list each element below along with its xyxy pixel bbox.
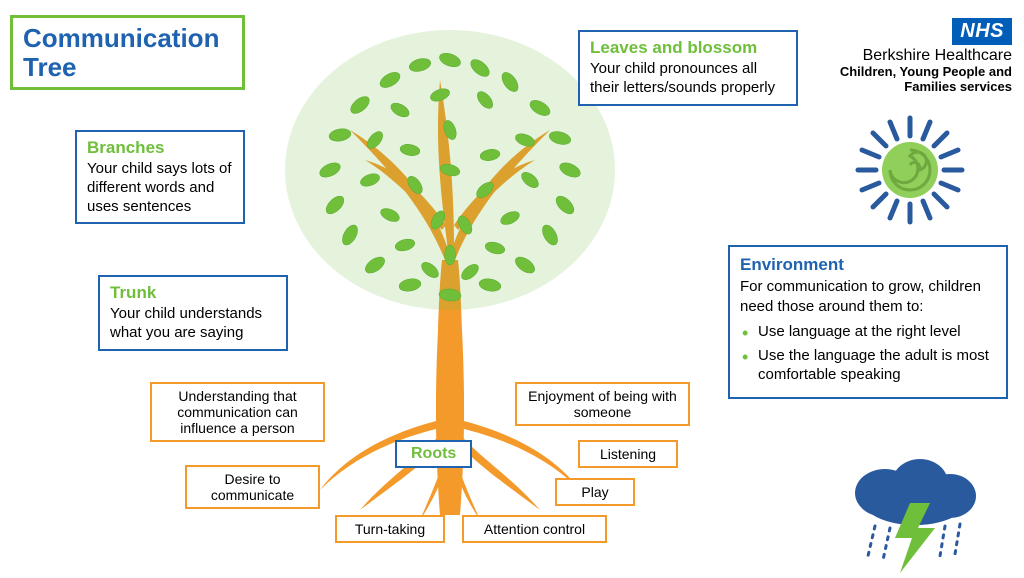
branches-box: Branches Your child says lots of differe… bbox=[75, 130, 245, 224]
trunk-heading: Trunk bbox=[110, 283, 276, 303]
logo-service: Children, Young People and Families serv… bbox=[812, 65, 1012, 95]
leaves-heading: Leaves and blossom bbox=[590, 38, 786, 58]
trunk-box: Trunk Your child understands what you ar… bbox=[98, 275, 288, 351]
environment-heading: Environment bbox=[740, 255, 996, 275]
environment-list: Use language at the right level Use the … bbox=[740, 322, 996, 385]
nhs-logo: NHS Berkshire Healthcare Children, Young… bbox=[812, 18, 1012, 95]
storm-cloud-icon bbox=[840, 448, 990, 578]
environment-body: For communication to grow, children need… bbox=[740, 277, 996, 316]
trunk-body: Your child understands what you are sayi… bbox=[110, 305, 276, 343]
root-play: Play bbox=[555, 478, 635, 506]
branches-heading: Branches bbox=[87, 138, 233, 158]
page-title: Communication Tree bbox=[10, 15, 245, 90]
environment-item: Use the language the adult is most comfo… bbox=[740, 346, 996, 385]
root-enjoy: Enjoyment of being with someone bbox=[515, 382, 690, 426]
roots-label: Roots bbox=[395, 440, 472, 468]
sun-icon bbox=[850, 110, 970, 230]
nhs-badge: NHS bbox=[952, 18, 1012, 45]
leaves-box: Leaves and blossom Your child pronounces… bbox=[578, 30, 798, 106]
root-turn: Turn-taking bbox=[335, 515, 445, 543]
logo-org: Berkshire Healthcare bbox=[812, 47, 1012, 65]
branches-body: Your child says lots of different words … bbox=[87, 160, 233, 216]
root-listening: Listening bbox=[578, 440, 678, 468]
environment-box: Environment For communication to grow, c… bbox=[728, 245, 1008, 399]
root-desire: Desire to communicate bbox=[185, 465, 320, 509]
root-understanding: Understanding that communication can inf… bbox=[150, 382, 325, 442]
root-attention: Attention control bbox=[462, 515, 607, 543]
environment-item: Use language at the right level bbox=[740, 322, 996, 342]
leaves-body: Your child pronounces all their letters/… bbox=[590, 60, 786, 98]
